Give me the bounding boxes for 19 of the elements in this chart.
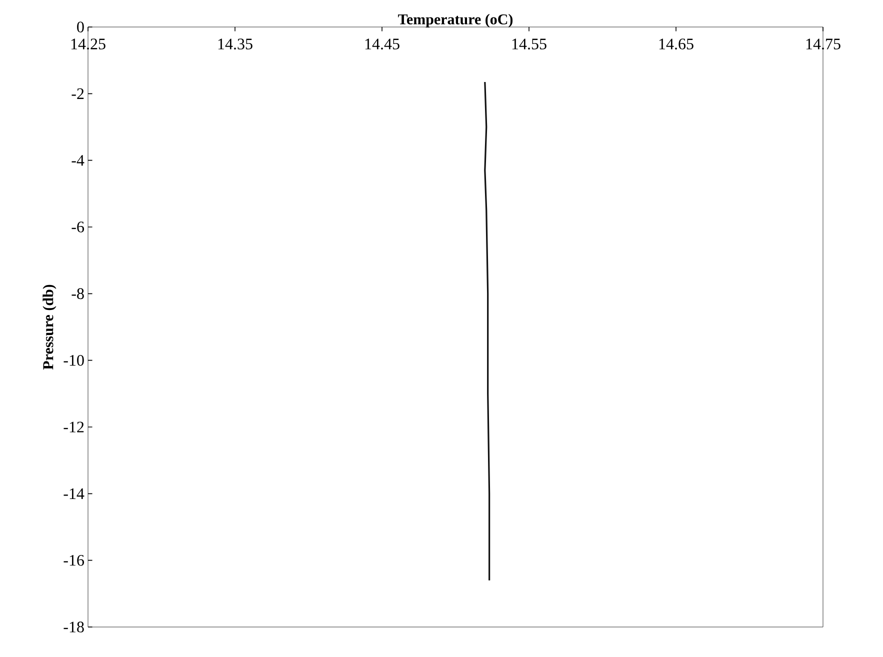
y-tick-label: 0 — [77, 22, 84, 32]
y-tick-label: -18 — [64, 622, 84, 632]
y-tick-label: -16 — [64, 554, 84, 566]
x-tick-label: 14.75 — [806, 38, 840, 50]
y-tick-label: -4 — [72, 155, 84, 166]
y-tick-label: -14 — [64, 488, 84, 499]
y-axis-title: Pressure (db) — [42, 284, 56, 370]
x-axis-title: Temperature (oC) — [398, 14, 513, 28]
x-tick-label: 14.65 — [659, 38, 694, 50]
x-tick-label: 14.55 — [512, 38, 546, 50]
x-tick-label: 14.35 — [218, 38, 252, 50]
y-tick-label: -8 — [72, 288, 84, 300]
y-tick-label: -10 — [64, 354, 84, 366]
line-series — [484, 81, 490, 582]
y-tick-label: -12 — [64, 422, 84, 432]
x-tick-label: 14.25 — [71, 38, 106, 50]
y-tick-label: -2 — [72, 88, 84, 99]
x-tick-label: 14.45 — [365, 38, 400, 50]
y-tick-label: -6 — [72, 222, 84, 232]
